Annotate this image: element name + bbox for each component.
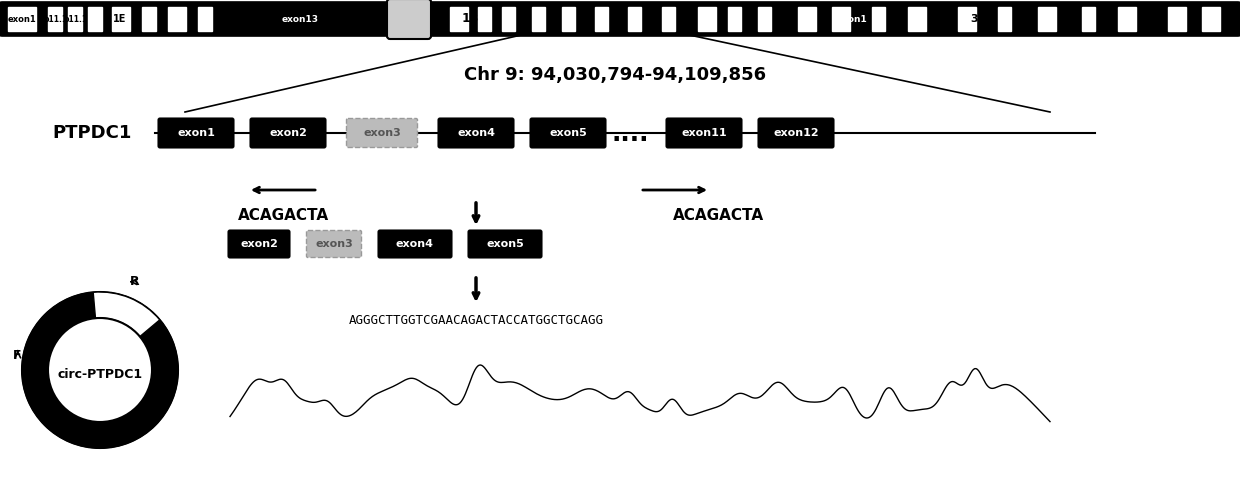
FancyBboxPatch shape (0, 2, 1240, 36)
Text: exon1: exon1 (177, 128, 215, 138)
FancyBboxPatch shape (346, 119, 418, 148)
Bar (48, 7, 62, 31)
Bar (143, 7, 156, 31)
Bar (477, 7, 491, 31)
Bar (68, 7, 82, 31)
Bar (1202, 7, 1220, 31)
Text: F: F (12, 349, 21, 362)
Bar (1118, 7, 1136, 31)
Text: exon4: exon4 (458, 128, 495, 138)
Text: ....: .... (611, 122, 649, 146)
Bar (627, 7, 641, 31)
Bar (908, 7, 926, 31)
Bar (728, 7, 742, 31)
FancyBboxPatch shape (531, 119, 605, 148)
Bar (1168, 7, 1185, 31)
Bar (758, 7, 771, 31)
Text: circ-PTPDC1: circ-PTPDC1 (57, 368, 143, 381)
Text: exon4: exon4 (396, 239, 434, 249)
Bar (167, 7, 186, 31)
Text: Chr 9: 94,030,794-94,109,856: Chr 9: 94,030,794-94,109,856 (464, 66, 766, 84)
FancyBboxPatch shape (378, 230, 451, 257)
Bar (998, 7, 1011, 31)
FancyBboxPatch shape (250, 119, 325, 148)
Bar (959, 7, 976, 31)
Bar (532, 7, 546, 31)
Bar (799, 7, 816, 31)
FancyBboxPatch shape (306, 230, 362, 257)
Circle shape (48, 318, 153, 422)
Bar (662, 7, 675, 31)
FancyBboxPatch shape (159, 119, 233, 148)
FancyBboxPatch shape (667, 119, 742, 148)
Text: 3B: 3B (970, 14, 986, 24)
Bar (1038, 7, 1056, 31)
Bar (198, 7, 212, 31)
Text: exon3: exon3 (315, 239, 353, 249)
Text: p11.1: p11.1 (43, 15, 67, 24)
Text: exon11: exon11 (681, 128, 727, 138)
FancyBboxPatch shape (387, 0, 432, 39)
Bar (112, 7, 130, 31)
Bar (698, 7, 715, 31)
Bar (450, 7, 467, 31)
Text: AGGGCTTGGTCGAACAGACTACCATGGCTGCAGG: AGGGCTTGGTCGAACAGACTACCATGGCTGCAGG (348, 314, 604, 327)
Wedge shape (93, 292, 160, 336)
Text: exon12: exon12 (774, 128, 818, 138)
Bar (832, 7, 849, 31)
Bar (562, 7, 575, 31)
Bar (872, 7, 885, 31)
Text: 1E: 1E (113, 14, 126, 24)
Bar (502, 7, 515, 31)
Text: PTPDC1: PTPDC1 (52, 124, 131, 142)
Text: p11.1: p11.1 (63, 15, 87, 24)
Bar (88, 7, 102, 31)
FancyBboxPatch shape (469, 230, 542, 257)
Text: exon13: exon13 (281, 15, 319, 24)
Text: ACAGACTA: ACAGACTA (237, 208, 329, 223)
Text: exon5: exon5 (486, 239, 523, 249)
Text: exon2: exon2 (241, 239, 278, 249)
FancyBboxPatch shape (759, 119, 833, 148)
Text: exon1: exon1 (7, 15, 36, 24)
Bar (7, 7, 36, 31)
Wedge shape (22, 292, 179, 448)
Text: 13: 13 (461, 13, 479, 26)
Text: ACAGACTA: ACAGACTA (672, 208, 764, 223)
FancyBboxPatch shape (228, 230, 289, 257)
FancyBboxPatch shape (439, 119, 513, 148)
Text: exon3: exon3 (363, 128, 401, 138)
Text: exon5: exon5 (549, 128, 587, 138)
Bar (595, 7, 608, 31)
Wedge shape (22, 292, 179, 448)
Bar (1083, 7, 1095, 31)
Text: exon1: exon1 (837, 15, 867, 24)
Text: exon2: exon2 (269, 128, 308, 138)
Text: R: R (130, 275, 139, 288)
